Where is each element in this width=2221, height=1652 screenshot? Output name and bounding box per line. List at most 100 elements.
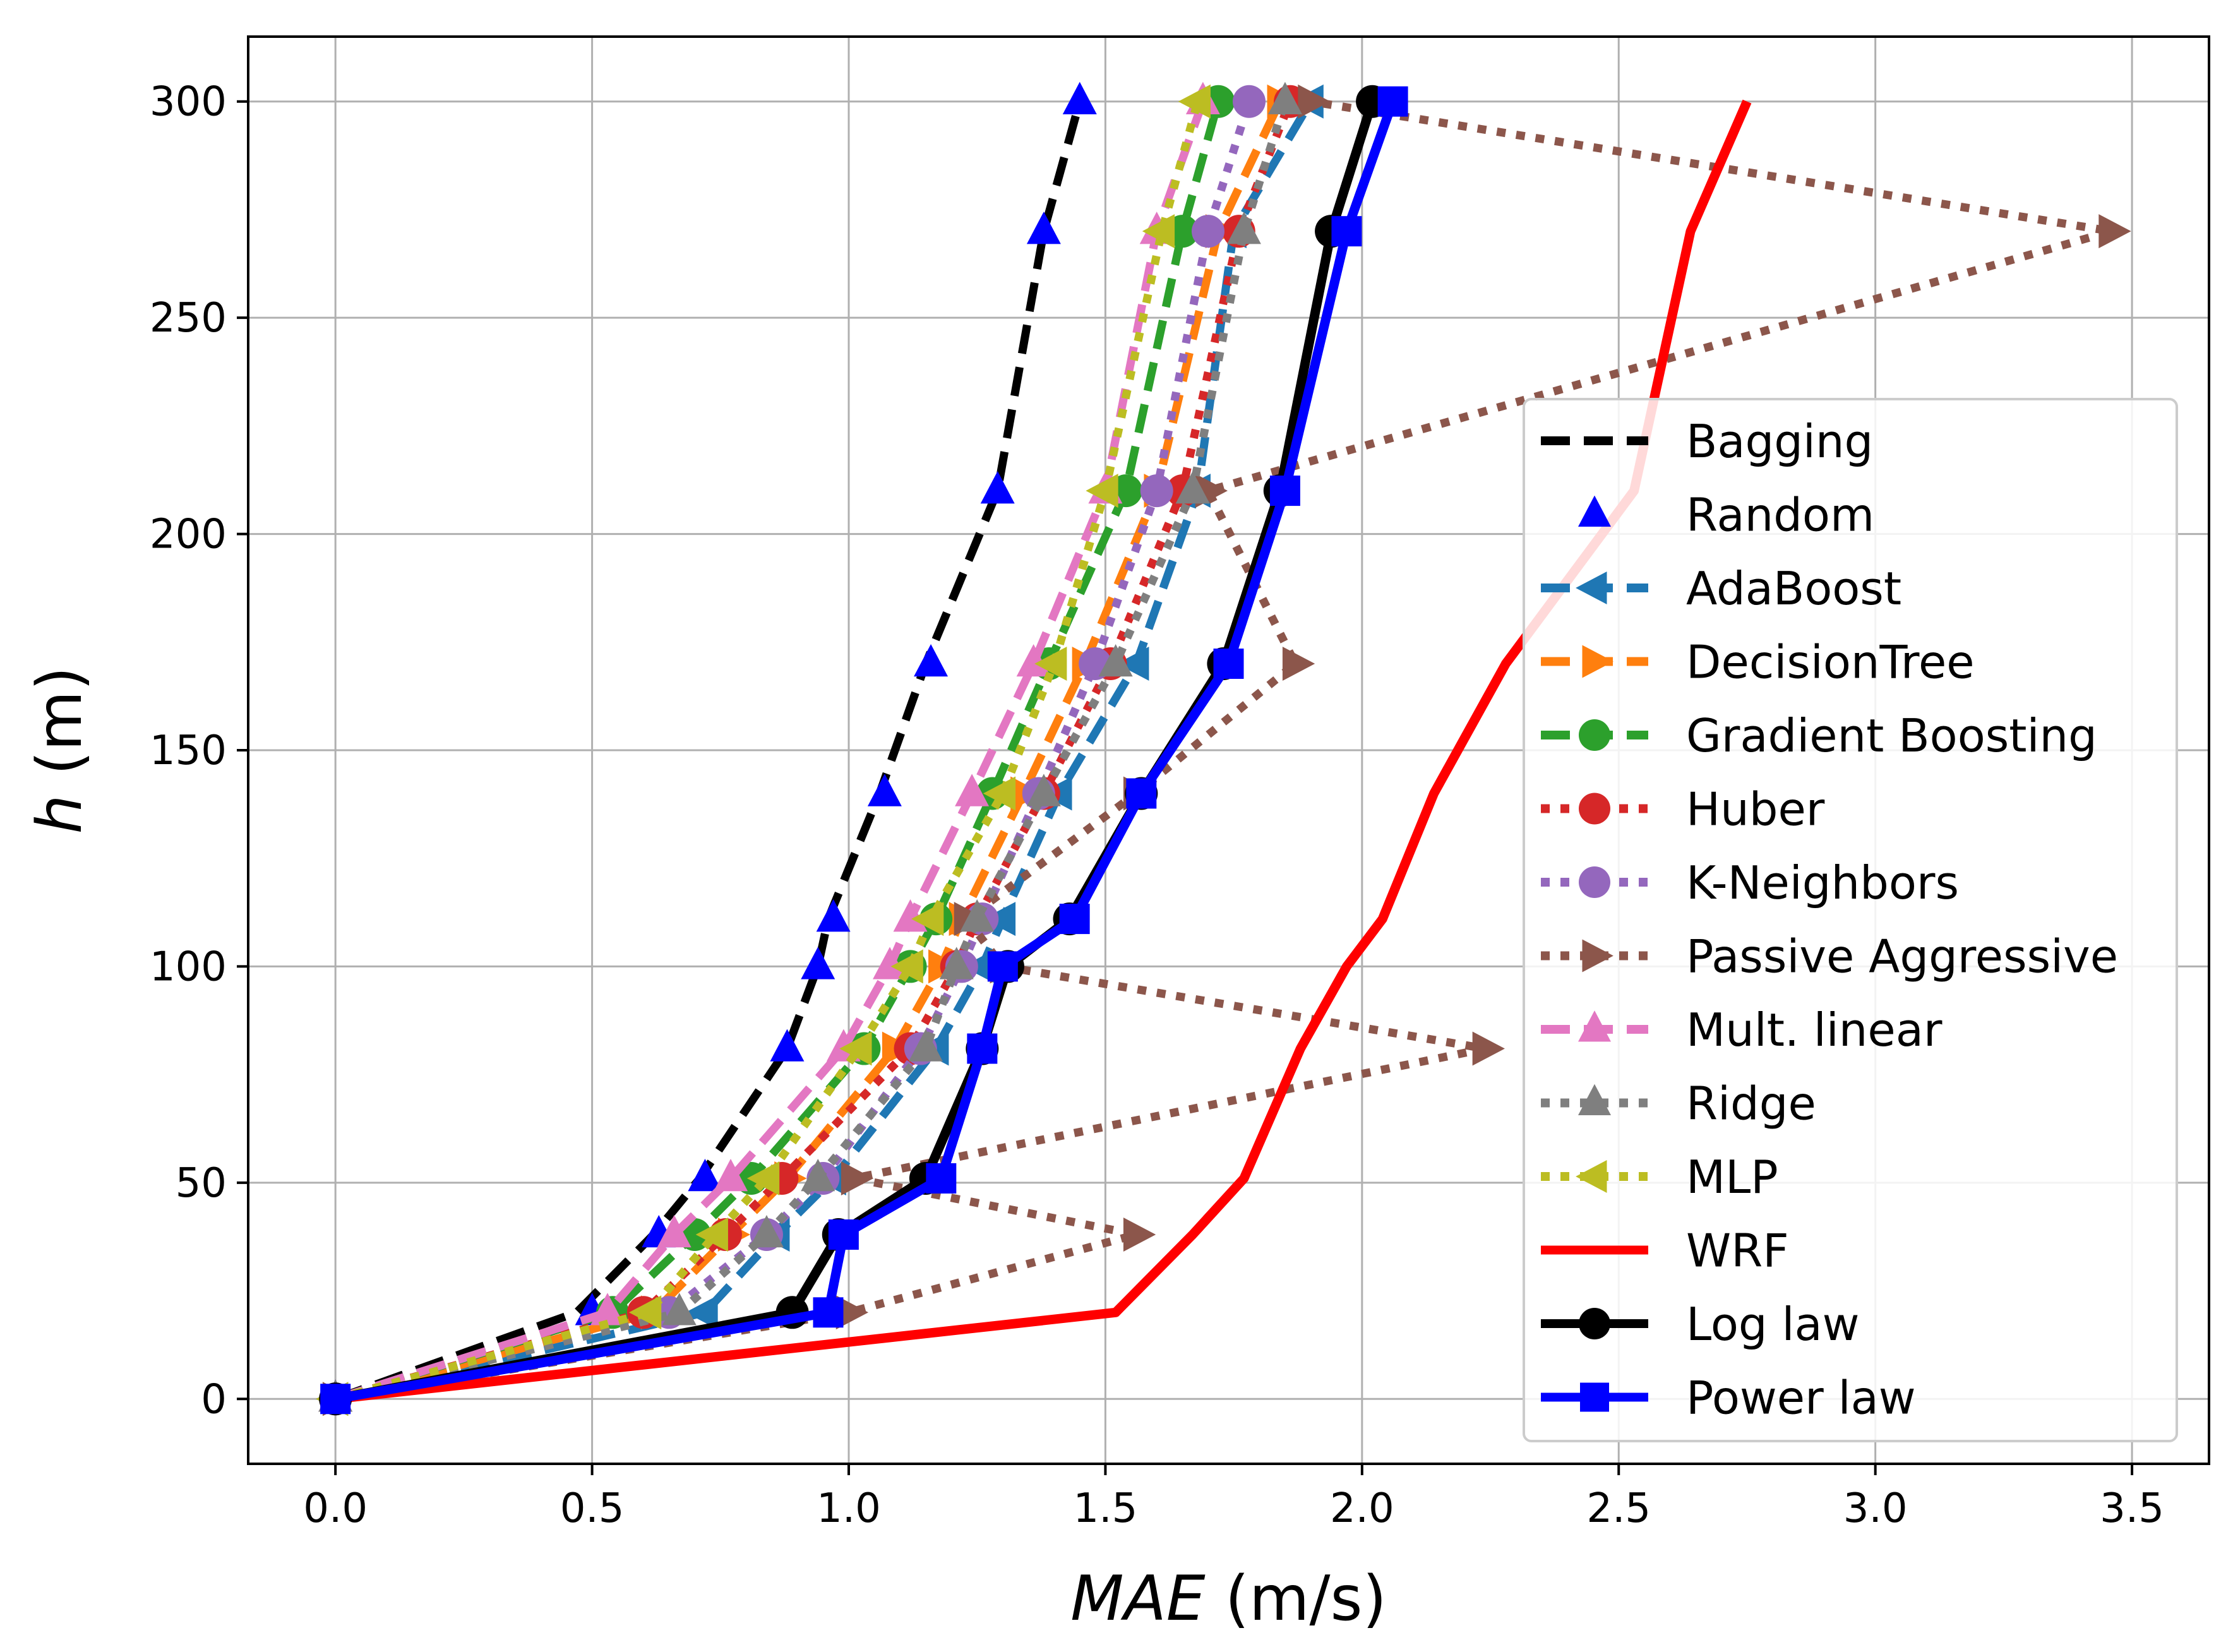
legend-swatch-marker (1579, 719, 1610, 751)
y-tick-label: 300 (150, 79, 227, 126)
data-point (657, 1214, 691, 1248)
legend-item: K-Neighbors (1541, 856, 1959, 909)
legend-swatch-marker (1582, 939, 1613, 973)
data-point (926, 1163, 957, 1194)
series-line (334, 100, 1290, 1403)
series-line (334, 99, 1315, 1403)
data-point (1175, 471, 1210, 504)
x-tick-label: 0.5 (560, 1485, 625, 1532)
data-point (828, 1219, 859, 1250)
data-point (662, 1293, 697, 1326)
data-point (801, 1158, 835, 1192)
legend-label: Gradient Boosting (1686, 709, 2097, 762)
data-point (685, 1295, 718, 1330)
data-point (835, 1295, 869, 1330)
x-tick-label: 0.0 (303, 1485, 368, 1532)
legend-item: AdaBoost (1541, 562, 1901, 615)
legend-item: Random (1578, 489, 1874, 542)
legend-swatch-marker (1576, 1160, 1607, 1193)
data-point (1282, 647, 1315, 681)
data-point (770, 1029, 805, 1062)
legend-swatch-marker (1579, 793, 1610, 825)
data-point (628, 1295, 662, 1330)
legend-item: WRF (1541, 1224, 1789, 1278)
series-line (334, 100, 1084, 1403)
data-point (688, 1158, 722, 1192)
data-point (911, 902, 944, 937)
y-tick-label: 100 (150, 943, 227, 990)
legend-swatch-marker (1578, 1084, 1611, 1115)
data-point (1377, 86, 1408, 117)
legend-swatch-marker (1582, 645, 1613, 678)
legend-swatch-marker (1579, 1308, 1610, 1339)
data-point (960, 899, 995, 932)
y-axis-title: h (m) (24, 666, 96, 834)
legend-item: Huber (1541, 783, 1825, 836)
legend-label: Huber (1686, 783, 1825, 836)
plot-series (316, 81, 2131, 1416)
legend-item: Power law (1541, 1372, 1916, 1425)
data-point (893, 899, 928, 932)
x-tick-label: 1.0 (817, 1485, 881, 1532)
data-point (1267, 81, 1302, 114)
legend-item: Log law (1541, 1298, 1860, 1351)
data-point (1116, 647, 1149, 681)
data-point (890, 949, 923, 984)
data-point (914, 643, 949, 677)
data-point (983, 902, 1016, 937)
data-point (1331, 216, 1362, 247)
legend-label: Log law (1686, 1298, 1860, 1351)
legend-label: Passive Aggressive (1686, 930, 2118, 983)
series-line (335, 97, 2116, 1403)
legend-label: K-Neighbors (1686, 856, 1959, 909)
data-point (983, 776, 1016, 811)
data-point (1213, 649, 1244, 679)
series-line (334, 100, 1202, 1403)
series-line (334, 100, 1254, 1403)
x-tick-label: 3.0 (1843, 1485, 1908, 1532)
data-point (320, 1384, 351, 1415)
data-point (749, 1214, 784, 1248)
x-axis-title: MAE (m/s) (1070, 1563, 1387, 1635)
legend: Bagging Random AdaBoost DecisionTree Gradien… (1523, 398, 2178, 1442)
legend-item: Ridge (1541, 1077, 1816, 1130)
data-point (1140, 474, 1173, 508)
data-point (1059, 904, 1090, 935)
legend-swatch-marker (1576, 572, 1607, 604)
legend-label: WRF (1686, 1224, 1789, 1278)
data-point (2098, 214, 2131, 249)
data-point (1233, 85, 1266, 118)
x-tick-label: 2.0 (1330, 1485, 1394, 1532)
data-point (816, 899, 851, 932)
legend-swatch-marker (1579, 866, 1610, 898)
data-point (1098, 643, 1133, 677)
data-point (841, 1161, 874, 1195)
legend-label: Ridge (1686, 1077, 1816, 1130)
series-line (334, 100, 1295, 1403)
legend-box (1523, 398, 2178, 1442)
data-point (962, 949, 995, 984)
data-point (1472, 1031, 1505, 1066)
legend-item: Gradient Boosting (1541, 709, 2097, 762)
legend-label: AdaBoost (1686, 562, 1901, 615)
legend-item: DecisionTree (1541, 636, 1975, 689)
series-line (334, 99, 1284, 1403)
axis-ticks: 0.0 0.5 1.0 1.5 2.0 2.5 3.0 3.5 0 50 100 150 200 250 3… (150, 79, 2164, 1532)
data-point (908, 1029, 943, 1062)
y-tick-label: 150 (150, 727, 227, 774)
data-point (590, 1293, 625, 1326)
legend-item: Bagging (1541, 415, 1873, 468)
y-tick-label: 250 (150, 295, 227, 342)
data-point (987, 951, 1018, 982)
legend-label: MLP (1686, 1151, 1778, 1204)
data-point (1062, 81, 1097, 114)
data-point (1226, 212, 1261, 244)
x-tick-label: 1.5 (1074, 1485, 1138, 1532)
y-tick-label: 0 (201, 1376, 227, 1423)
legend-label: Power law (1686, 1372, 1916, 1425)
series-mlp (316, 84, 1211, 1416)
data-point (801, 947, 835, 979)
data-point (873, 947, 907, 979)
data-point (955, 774, 990, 806)
